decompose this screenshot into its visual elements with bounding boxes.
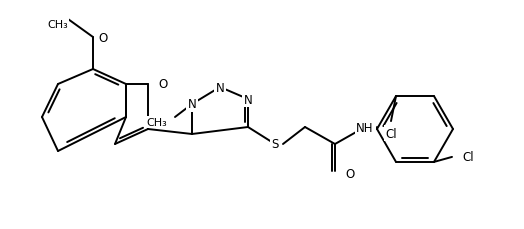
Text: NH: NH	[356, 121, 374, 134]
Text: Cl: Cl	[385, 127, 397, 140]
Text: O: O	[158, 78, 167, 91]
Text: O: O	[345, 168, 354, 181]
Text: CH₃: CH₃	[48, 20, 68, 30]
Text: O: O	[99, 31, 107, 44]
Text: N: N	[188, 98, 196, 111]
Text: S: S	[271, 138, 279, 151]
Text: Cl: Cl	[462, 151, 474, 164]
Text: CH₃: CH₃	[146, 117, 167, 128]
Text: N: N	[215, 81, 224, 94]
Text: N: N	[244, 93, 253, 106]
